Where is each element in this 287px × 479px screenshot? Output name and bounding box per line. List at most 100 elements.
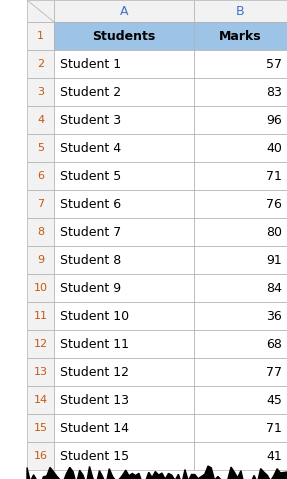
- Bar: [194, 134, 287, 162]
- Bar: [27, 78, 54, 106]
- Text: Student 8: Student 8: [60, 253, 121, 266]
- Text: Student 2: Student 2: [60, 85, 121, 99]
- Text: 13: 13: [34, 367, 48, 377]
- Text: 41: 41: [266, 449, 282, 463]
- Text: 1: 1: [37, 31, 44, 41]
- Text: 8: 8: [37, 227, 44, 237]
- Text: 68: 68: [266, 338, 282, 351]
- Text: Student 4: Student 4: [60, 141, 121, 155]
- Bar: [194, 386, 287, 414]
- Text: 5: 5: [37, 143, 44, 153]
- Text: A: A: [120, 4, 128, 18]
- Bar: [27, 386, 54, 414]
- Bar: [54, 414, 194, 442]
- Text: 77: 77: [266, 365, 282, 378]
- Bar: [54, 246, 194, 274]
- Bar: [194, 414, 287, 442]
- Bar: [54, 330, 194, 358]
- Bar: [194, 330, 287, 358]
- Text: Student 3: Student 3: [60, 114, 121, 126]
- Text: 40: 40: [266, 141, 282, 155]
- Text: 71: 71: [266, 422, 282, 434]
- Bar: [27, 330, 54, 358]
- Text: Student 12: Student 12: [60, 365, 129, 378]
- Text: 4: 4: [37, 115, 44, 125]
- Bar: [54, 22, 194, 50]
- Text: Student 14: Student 14: [60, 422, 129, 434]
- Text: Student 13: Student 13: [60, 394, 129, 407]
- Text: Student 6: Student 6: [60, 197, 121, 210]
- Bar: [54, 134, 194, 162]
- Bar: [54, 190, 194, 218]
- Bar: [194, 302, 287, 330]
- Bar: [27, 218, 54, 246]
- Bar: [54, 78, 194, 106]
- Text: Marks: Marks: [219, 30, 262, 43]
- Text: 12: 12: [34, 339, 48, 349]
- Text: B: B: [236, 4, 245, 18]
- Bar: [54, 162, 194, 190]
- Bar: [27, 162, 54, 190]
- Text: Student 10: Student 10: [60, 309, 129, 322]
- Bar: [194, 78, 287, 106]
- Text: 16: 16: [34, 451, 48, 461]
- Bar: [194, 0, 287, 22]
- Bar: [27, 22, 54, 50]
- Bar: [54, 0, 194, 22]
- Bar: [194, 50, 287, 78]
- Text: 57: 57: [266, 57, 282, 70]
- Text: 91: 91: [266, 253, 282, 266]
- Text: 96: 96: [266, 114, 282, 126]
- Text: 2: 2: [37, 59, 44, 69]
- Text: 80: 80: [266, 226, 282, 239]
- Bar: [54, 106, 194, 134]
- Bar: [54, 274, 194, 302]
- Text: 6: 6: [37, 171, 44, 181]
- Bar: [54, 358, 194, 386]
- Bar: [54, 442, 194, 470]
- Text: 3: 3: [37, 87, 44, 97]
- Bar: [27, 134, 54, 162]
- Text: 36: 36: [266, 309, 282, 322]
- Bar: [194, 22, 287, 50]
- Text: 9: 9: [37, 255, 44, 265]
- Polygon shape: [27, 466, 287, 479]
- Bar: [27, 50, 54, 78]
- Bar: [27, 274, 54, 302]
- Bar: [194, 162, 287, 190]
- Bar: [54, 218, 194, 246]
- Text: Student 15: Student 15: [60, 449, 129, 463]
- Text: 84: 84: [266, 282, 282, 295]
- Text: 7: 7: [37, 199, 44, 209]
- Bar: [54, 386, 194, 414]
- Text: 10: 10: [34, 283, 48, 293]
- Text: 83: 83: [266, 85, 282, 99]
- Bar: [194, 218, 287, 246]
- Bar: [194, 442, 287, 470]
- Text: Student 1: Student 1: [60, 57, 121, 70]
- Bar: [27, 106, 54, 134]
- Bar: [194, 274, 287, 302]
- Bar: [27, 302, 54, 330]
- Bar: [27, 246, 54, 274]
- Text: 45: 45: [266, 394, 282, 407]
- Text: 71: 71: [266, 170, 282, 182]
- Text: Students: Students: [92, 30, 156, 43]
- Text: 11: 11: [34, 311, 48, 321]
- Bar: [27, 414, 54, 442]
- Text: 15: 15: [34, 423, 48, 433]
- Text: Student 7: Student 7: [60, 226, 121, 239]
- Bar: [194, 246, 287, 274]
- Bar: [27, 442, 54, 470]
- Text: 14: 14: [34, 395, 48, 405]
- Bar: [194, 106, 287, 134]
- Text: 76: 76: [266, 197, 282, 210]
- Bar: [194, 190, 287, 218]
- Bar: [194, 358, 287, 386]
- Bar: [54, 50, 194, 78]
- Bar: [27, 0, 54, 22]
- Bar: [27, 358, 54, 386]
- Bar: [54, 302, 194, 330]
- Text: Student 11: Student 11: [60, 338, 129, 351]
- Text: Student 9: Student 9: [60, 282, 121, 295]
